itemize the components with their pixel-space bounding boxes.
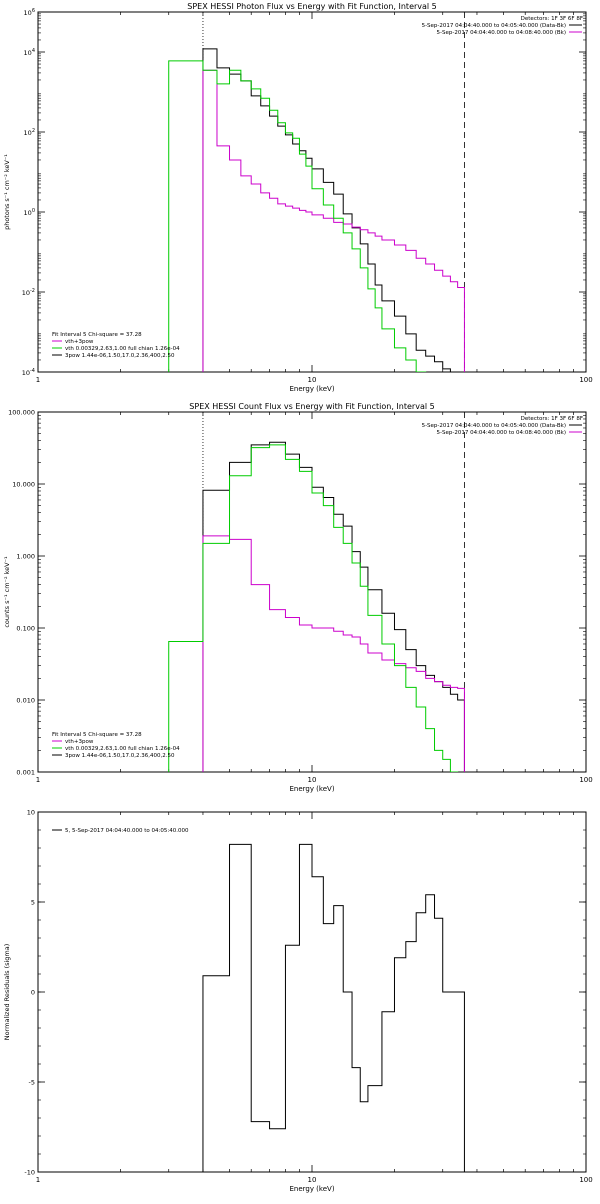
y-tick-base: 10 — [24, 49, 32, 57]
y-tick-label: -10 — [24, 1169, 35, 1177]
x-axis-label: Energy (keV) — [289, 1185, 334, 1193]
legend-entry: 5-Sep-2017 04:04:40.000 to 04:08:40.000 … — [437, 430, 567, 436]
x-tick-label: 10 — [308, 776, 317, 784]
y-tick-base: 10 — [24, 129, 32, 137]
y-tick-base: 10 — [24, 209, 32, 217]
legend-entry: 3pow 1.44e-06,1.50,17.0,2.36,400,2.50 — [65, 753, 175, 759]
legend-header: Detectors: 1F 3F 6F 8F — [521, 416, 583, 422]
legend-entry: vth+3pow — [65, 739, 94, 745]
y-tick-label: 5 — [31, 899, 35, 907]
y-tick-exponent: 6 — [32, 8, 35, 14]
y-tick-label: -5 — [29, 1079, 35, 1087]
series-data-bk-line — [202, 48, 451, 372]
y-tick-label: 10-2 — [22, 288, 35, 297]
legend-entry: 5-Sep-2017 04:04:40.000 to 04:05:40.000 … — [422, 23, 566, 29]
chart-title: SPEX HESSI Photon Flux vs Energy with Fi… — [187, 2, 437, 11]
x-tick-label: 10 — [308, 376, 317, 384]
plot-data — [168, 12, 465, 372]
y-tick-label: 0.001 — [16, 769, 35, 777]
legend-entry: 5-Sep-2017 04:04:40.000 to 04:08:40.000 … — [437, 30, 567, 36]
chart-panel-2: SPEX HESSI Count Flux vs Energy with Fit… — [3, 402, 593, 793]
y-tick-label: 10 — [27, 809, 35, 817]
x-tick-label: 1 — [36, 776, 40, 784]
x-tick-label: 1 — [36, 1176, 40, 1184]
x-tick-label: 100 — [579, 376, 592, 384]
y-tick-label: 0 — [31, 989, 35, 997]
y-axis-label: Normalized Residuals (sigma) — [3, 944, 11, 1041]
y-tick-base: 10 — [24, 9, 32, 17]
plot-data — [202, 843, 465, 1172]
y-tick-base: 10 — [22, 369, 30, 377]
y-tick-exponent: 2 — [32, 128, 35, 134]
y-tick-label: 0.010 — [16, 697, 35, 705]
legend-entry: 5-Sep-2017 04:04:40.000 to 04:05:40.000 … — [422, 423, 566, 429]
y-axis-label: counts s⁻¹ cm⁻² keV⁻¹ — [3, 556, 11, 628]
y-tick-label: 100 — [24, 208, 35, 217]
y-tick-exponent: 4 — [32, 48, 35, 54]
plot-frame — [37, 11, 587, 373]
legend-entry: vth 0.00329,2.63,1.00 full chian 1.26e-0… — [65, 346, 180, 352]
y-tick-exponent: 0 — [32, 208, 35, 214]
series-vth-3pow-line — [202, 69, 465, 372]
x-tick-label: 10 — [308, 1176, 317, 1184]
y-tick-exponent: -2 — [30, 288, 35, 294]
legend-header: Fit Interval 5 Chi-square = 37.28 — [52, 732, 142, 738]
x-tick-label: 100 — [579, 1176, 592, 1184]
y-tick-label: 1.000 — [16, 553, 35, 561]
chart-title: SPEX HESSI Count Flux vs Energy with Fit… — [189, 402, 434, 411]
legend-entry: vth+3pow — [65, 339, 94, 345]
x-axis-label: Energy (keV) — [289, 785, 334, 793]
plot-frame — [37, 411, 587, 773]
y-tick-label: 102 — [24, 128, 35, 137]
series-vth-line — [168, 444, 459, 772]
legend-entry: 5, 5-Sep-2017 04:04:40.000 to 04:05:40.0… — [65, 828, 189, 834]
y-tick-label: 100.000 — [8, 409, 35, 417]
y-axis-label: photons s⁻¹ cm⁻² keV⁻¹ — [3, 154, 11, 230]
y-tick-label: 104 — [24, 48, 35, 57]
series-vth-3pow-line — [202, 535, 465, 772]
y-tick-label: 10-4 — [22, 368, 35, 377]
x-tick-label: 1 — [36, 376, 40, 384]
legend-header: Detectors: 1F 3F 6F 8F — [521, 16, 583, 22]
legend-header: Fit Interval 5 Chi-square = 37.28 — [52, 332, 142, 338]
series-5-line — [202, 843, 465, 1172]
legend-entry: vth 0.00329,2.63,1.00 full chian 1.26e-0… — [65, 746, 180, 752]
x-axis-label: Energy (keV) — [289, 385, 334, 393]
legend-entry: 3pow 1.44e-06,1.50,17.0,2.36,400,2.50 — [65, 353, 175, 359]
y-tick-base: 10 — [22, 289, 30, 297]
y-tick-exponent: -4 — [30, 368, 35, 374]
y-tick-label: 10.000 — [12, 481, 35, 489]
x-tick-label: 100 — [579, 776, 592, 784]
y-tick-label: 0.100 — [16, 625, 35, 633]
chart-panel-3: 1 10 100 Energy (keV) -10 -5 0 5 10 Normalized Re… — [3, 809, 593, 1194]
plot-data — [168, 412, 465, 772]
chart-panel-1: SPEX HESSI Photon Flux vs Energy with Fi… — [3, 2, 593, 393]
series-vth-line — [168, 60, 427, 372]
y-tick-label: 106 — [24, 8, 35, 17]
